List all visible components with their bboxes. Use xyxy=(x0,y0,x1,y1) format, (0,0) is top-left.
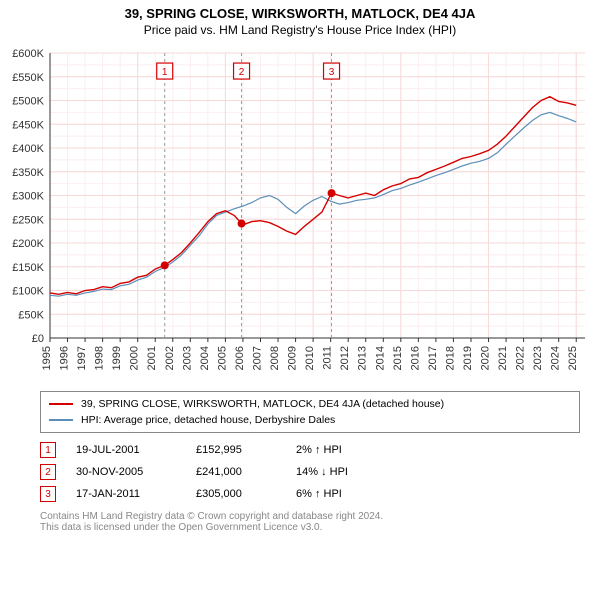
sale-date: 17-JAN-2011 xyxy=(76,488,176,500)
legend-row: 39, SPRING CLOSE, WIRKSWORTH, MATLOCK, D… xyxy=(49,396,571,412)
sale-marker-dot xyxy=(328,189,336,197)
xtick-label: 2012 xyxy=(339,346,351,370)
xtick-label: 2019 xyxy=(462,346,474,370)
ytick-label: £500K xyxy=(12,96,44,108)
sale-marker-number: 3 xyxy=(329,67,335,78)
sale-badge: 2 xyxy=(40,464,56,480)
sale-marker-dot xyxy=(238,220,246,228)
sale-row: 2 30-NOV-2005 £241,000 14% ↓ HPI xyxy=(40,461,580,483)
xtick-label: 2024 xyxy=(550,346,562,370)
xtick-label: 2014 xyxy=(374,346,386,370)
page: 39, SPRING CLOSE, WIRKSWORTH, MATLOCK, D… xyxy=(0,6,600,533)
ytick-label: £300K xyxy=(12,191,44,203)
xtick-label: 2009 xyxy=(287,346,299,370)
ytick-label: £450K xyxy=(12,119,44,131)
ytick-label: £150K xyxy=(12,262,44,274)
xtick-label: 2013 xyxy=(357,346,369,370)
ytick-label: £250K xyxy=(12,214,44,226)
xtick-label: 2001 xyxy=(146,346,158,370)
sale-row: 3 17-JAN-2011 £305,000 6% ↑ HPI xyxy=(40,483,580,505)
page-subtitle: Price paid vs. HM Land Registry's House … xyxy=(0,23,600,37)
sale-diff: 14% ↓ HPI xyxy=(296,466,376,478)
sales-table: 1 19-JUL-2001 £152,995 2% ↑ HPI 2 30-NOV-2005… xyxy=(40,439,580,505)
xtick-label: 2007 xyxy=(251,346,263,370)
xtick-label: 1997 xyxy=(76,346,88,370)
xtick-label: 2021 xyxy=(497,346,509,370)
sale-badge: 1 xyxy=(40,442,56,458)
xtick-label: 2017 xyxy=(427,346,439,370)
xtick-label: 2010 xyxy=(304,346,316,370)
xtick-label: 2020 xyxy=(480,346,492,370)
xtick-label: 2016 xyxy=(409,346,421,370)
sale-diff: 6% ↑ HPI xyxy=(296,488,376,500)
legend-swatch xyxy=(49,419,73,421)
ytick-label: £100K xyxy=(12,286,44,298)
chart-area: £0 £50K £100K £150K £200K £250K £300K £350K £400… xyxy=(0,43,600,383)
page-title: 39, SPRING CLOSE, WIRKSWORTH, MATLOCK, D… xyxy=(0,6,600,21)
ytick-label: £550K xyxy=(12,72,44,84)
legend-swatch xyxy=(49,403,73,405)
xtick-label: 2015 xyxy=(392,346,404,370)
xtick-label: 2023 xyxy=(532,346,544,370)
footer-line-2: This data is licensed under the Open Gov… xyxy=(40,522,580,533)
chart-svg: £0 £50K £100K £150K £200K £250K £300K £350K £400… xyxy=(0,43,600,383)
xtick-label: 2003 xyxy=(181,346,193,370)
legend: 39, SPRING CLOSE, WIRKSWORTH, MATLOCK, D… xyxy=(40,391,580,433)
xtick-label: 2022 xyxy=(515,346,527,370)
sale-date: 19-JUL-2001 xyxy=(76,444,176,456)
ytick-label: £50K xyxy=(18,309,44,321)
xtick-label: 2008 xyxy=(269,346,281,370)
sale-badge: 3 xyxy=(40,486,56,502)
sale-row: 1 19-JUL-2001 £152,995 2% ↑ HPI xyxy=(40,439,580,461)
sale-price: £241,000 xyxy=(196,466,276,478)
xtick-label: 1996 xyxy=(59,346,71,370)
xtick-label: 1998 xyxy=(94,346,106,370)
ytick-label: £200K xyxy=(12,238,44,250)
sale-marker-number: 2 xyxy=(239,67,245,78)
xtick-label: 2002 xyxy=(164,346,176,370)
sale-marker-dot xyxy=(161,261,169,269)
xtick-label: 2005 xyxy=(216,346,228,370)
footer: Contains HM Land Registry data © Crown c… xyxy=(40,511,580,533)
xtick-label: 2011 xyxy=(322,346,334,370)
xtick-label: 2006 xyxy=(234,346,246,370)
ytick-label: £350K xyxy=(12,167,44,179)
xtick-label: 1995 xyxy=(41,346,53,370)
legend-label: HPI: Average price, detached house, Derb… xyxy=(81,414,335,426)
sale-date: 30-NOV-2005 xyxy=(76,466,176,478)
sale-price: £152,995 xyxy=(196,444,276,456)
ytick-label: £600K xyxy=(12,48,44,60)
legend-label: 39, SPRING CLOSE, WIRKSWORTH, MATLOCK, D… xyxy=(81,398,444,410)
xtick-label: 1999 xyxy=(111,346,123,370)
xtick-label: 2018 xyxy=(444,346,456,370)
xtick-label: 2025 xyxy=(567,346,579,370)
sale-marker-number: 1 xyxy=(162,67,168,78)
sale-diff: 2% ↑ HPI xyxy=(296,444,376,456)
ytick-label: £400K xyxy=(12,143,44,155)
legend-row: HPI: Average price, detached house, Derb… xyxy=(49,412,571,428)
footer-line-1: Contains HM Land Registry data © Crown c… xyxy=(40,511,580,522)
xtick-label: 2000 xyxy=(129,346,141,370)
ytick-label: £0 xyxy=(32,333,44,345)
xtick-label: 2004 xyxy=(199,346,211,370)
sale-price: £305,000 xyxy=(196,488,276,500)
